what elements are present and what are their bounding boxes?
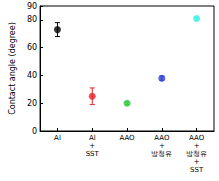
svg-text:Al: Al <box>89 134 96 142</box>
svg-text:AAO: AAO <box>189 134 205 142</box>
svg-text:방청유: 방청유 <box>186 150 207 158</box>
svg-text:+: + <box>159 142 165 150</box>
svg-text:90: 90 <box>27 2 37 11</box>
svg-text:Al: Al <box>54 134 61 142</box>
svg-text:80: 80 <box>27 15 37 24</box>
svg-text:SST: SST <box>190 166 204 174</box>
svg-text:60: 60 <box>27 43 37 52</box>
svg-text:Contact angle (degree): Contact angle (degree) <box>8 22 17 115</box>
svg-text:+: + <box>194 142 200 150</box>
svg-text:방청유: 방청유 <box>151 150 172 158</box>
svg-text:+: + <box>89 142 95 150</box>
svg-text:AAO: AAO <box>154 134 170 142</box>
svg-text:+: + <box>194 158 200 166</box>
svg-text:20: 20 <box>27 99 37 108</box>
svg-text:SST: SST <box>86 150 100 158</box>
svg-text:0: 0 <box>32 127 37 136</box>
svg-text:40: 40 <box>27 71 37 80</box>
svg-text:AAO: AAO <box>119 134 135 142</box>
